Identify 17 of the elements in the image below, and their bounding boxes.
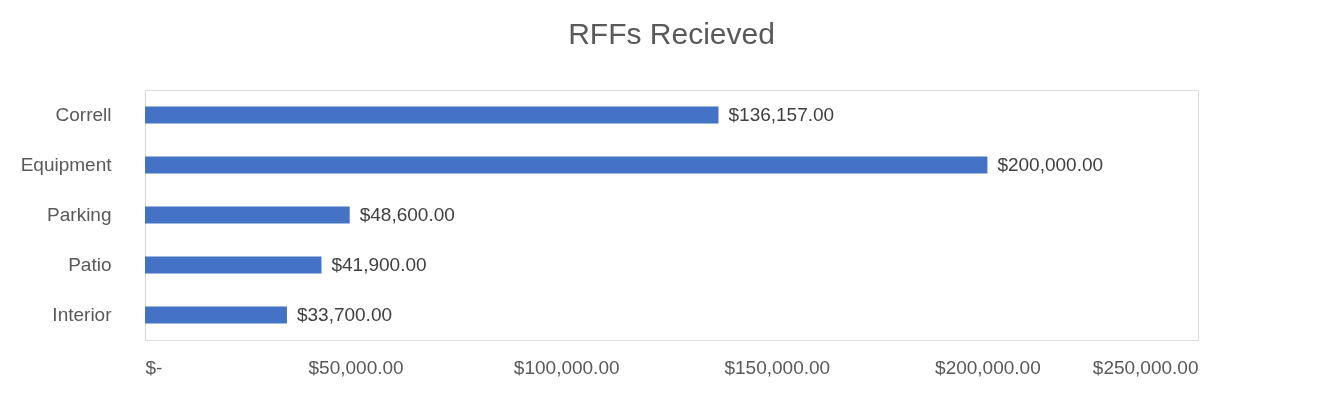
x-tick-label: $200,000.00 bbox=[935, 356, 1041, 378]
x-tick-label: $- bbox=[145, 356, 163, 378]
y-tick-label: Correll bbox=[55, 104, 112, 125]
y-tick-label: Patio bbox=[68, 254, 112, 275]
data-label: $41,900.00 bbox=[331, 254, 427, 275]
chart-title: RFFs Recieved bbox=[568, 17, 775, 50]
x-tick-label: $250,000.00 bbox=[1092, 356, 1199, 378]
y-tick-label: Interior bbox=[52, 304, 113, 325]
data-label: $48,600.00 bbox=[359, 204, 455, 225]
data-label: $200,000.00 bbox=[997, 154, 1104, 175]
x-tick-label: $100,000.00 bbox=[513, 356, 620, 378]
x-tick-label: $50,000.00 bbox=[308, 356, 404, 378]
data-label: $136,157.00 bbox=[728, 104, 835, 125]
data-label: $33,700.00 bbox=[296, 304, 393, 325]
x-tick-label: $150,000.00 bbox=[724, 356, 831, 378]
y-tick-label: Equipment bbox=[20, 154, 113, 175]
y-tick-label: Parking bbox=[47, 204, 112, 225]
